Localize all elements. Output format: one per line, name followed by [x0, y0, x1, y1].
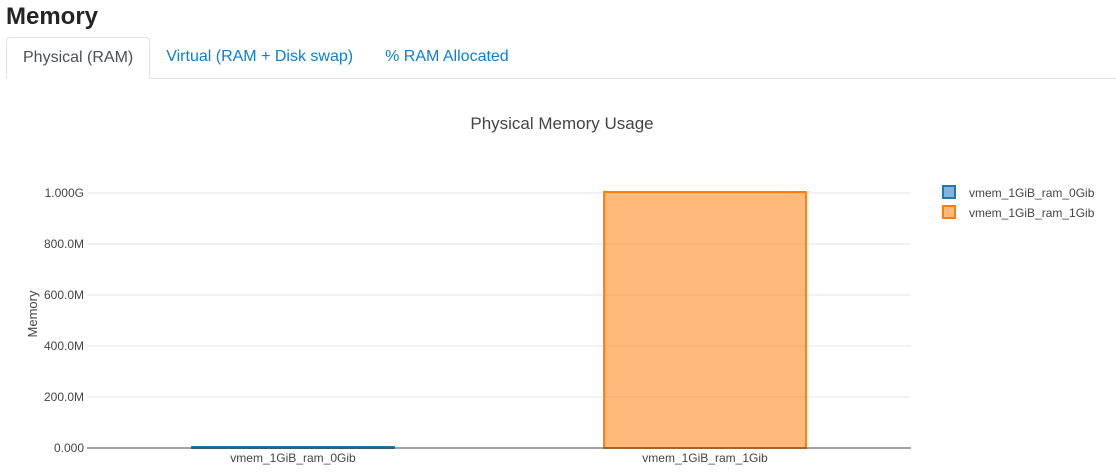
y-tick-label: 600.0M [44, 288, 84, 302]
y-axis-label: Memory [25, 290, 40, 337]
y-tick-label: 1.000G [45, 186, 84, 200]
x-tick-label: vmem_1GiB_ram_0Gib [230, 451, 356, 465]
tab-ram-allocated[interactable]: % RAM Allocated [385, 48, 509, 65]
tab-virtual-ram-disk-swap[interactable]: Virtual (RAM + Disk swap) [166, 48, 354, 65]
x-axis: vmem_1GiB_ram_0Gib vmem_1GiB_ram_1Gib [230, 451, 768, 465]
bars [191, 190, 807, 450]
legend: vmem_1GiB_ram_0Gib vmem_1GiB_ram_1Gib [942, 185, 1095, 220]
legend-swatch[interactable] [942, 205, 956, 219]
y-tick-label: 0.000 [54, 441, 84, 455]
tab-physical-ram[interactable]: Physical (RAM) [6, 37, 151, 79]
legend-label[interactable]: vmem_1GiB_ram_1Gib [969, 206, 1095, 220]
x-tick-label: vmem_1GiB_ram_1Gib [642, 451, 768, 465]
y-axis: 0.000 200.0M 400.0M 600.0M 800.0M 1.000G [44, 186, 84, 455]
bar-vmem_1GiB_ram_1Gib[interactable] [603, 190, 807, 449]
page-title: Memory [6, 3, 99, 30]
y-tick-label: 800.0M [44, 237, 84, 251]
memory-chart: Physical Memory Usage Memory 0.000 200.0M… [25, 114, 1095, 465]
tab-bar: Physical (RAM) Virtual (RAM + Disk swap)… [6, 37, 1116, 79]
chart-title: Physical Memory Usage [470, 114, 653, 133]
y-tick-label: 400.0M [44, 339, 84, 353]
legend-swatch[interactable] [942, 185, 956, 199]
legend-label[interactable]: vmem_1GiB_ram_0Gib [969, 186, 1095, 200]
y-tick-label: 200.0M [44, 390, 84, 404]
